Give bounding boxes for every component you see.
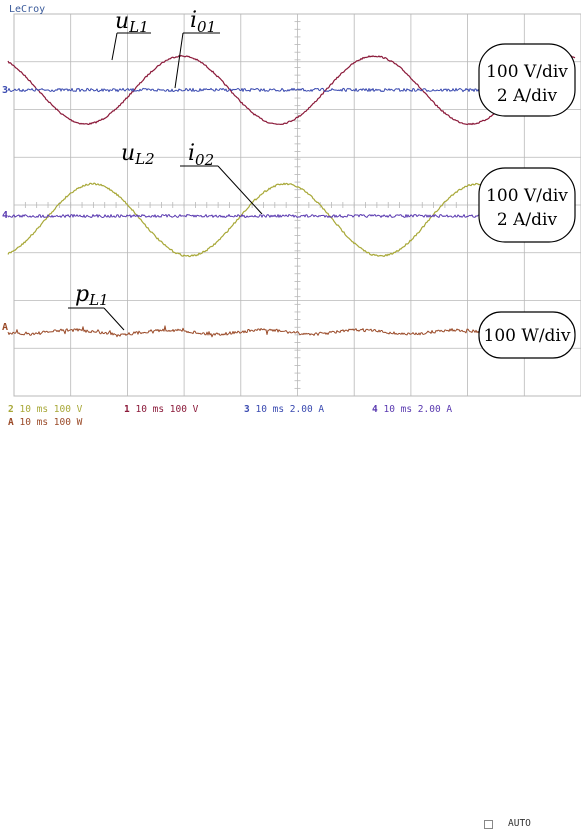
channel-status-footer: 2 10 ms 100 V 1 10 ms 100 V 3 10 ms 2.00… <box>0 402 581 432</box>
footer-ch4-setting[interactable]: 4 10 ms 2.00 A <box>372 404 452 416</box>
ch4-marker: 4 <box>2 210 8 221</box>
scale-box-panel2: 100 V/div 2 A/div <box>479 168 575 242</box>
svg-text:2 A/div: 2 A/div <box>497 86 558 106</box>
svg-text:100 V/div: 100 V/div <box>486 186 568 206</box>
panel1-annotations: uL1 i01 <box>112 8 220 88</box>
footer-math-setting[interactable]: A 10 ms 100 W <box>8 417 82 429</box>
uL1-label: uL1 <box>115 9 149 36</box>
footer-ch3-setting[interactable]: 3 10 ms 2.00 A <box>244 404 324 416</box>
trigger-mode-label: AUTO <box>508 818 531 830</box>
i01-label: i01 <box>190 8 216 36</box>
svg-text:2 A/div: 2 A/div <box>497 210 558 230</box>
oscilloscope-screen: LeCroy uL1 i01 uL2 i02 pL1 3 4 A <box>0 0 581 432</box>
uL2-label: uL2 <box>121 141 155 168</box>
scale-box-panel1: 100 V/div 2 A/div <box>479 44 575 116</box>
i02-label: i02 <box>188 141 214 169</box>
scope-brand-label: LeCroy <box>9 4 45 15</box>
pL1-label: pL1 <box>75 282 109 309</box>
math-marker: A <box>2 322 8 333</box>
footer-ch2-setting[interactable]: 2 10 ms 100 V <box>8 404 82 416</box>
footer-ch1-setting[interactable]: 1 10 ms 100 V <box>124 404 198 416</box>
panel3-annotations: pL1 <box>68 282 124 330</box>
svg-text:100 V/div: 100 V/div <box>486 62 568 82</box>
ch3-marker: 3 <box>2 85 8 96</box>
scale-box-panel3: 100 W/div <box>479 312 575 358</box>
trace-uL2 <box>8 183 500 256</box>
svg-text:100 W/div: 100 W/div <box>484 326 571 346</box>
trigger-mode-checkbox[interactable] <box>484 820 493 829</box>
